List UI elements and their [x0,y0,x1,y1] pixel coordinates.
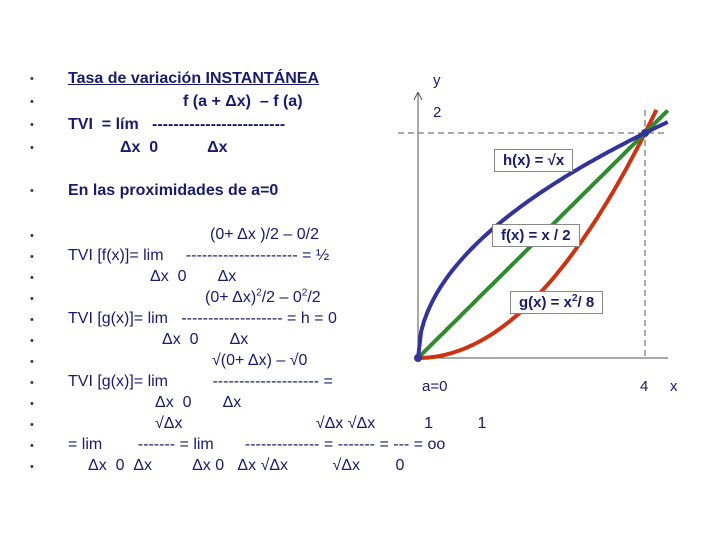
f-curve-label: f(x) = x / 2 [492,224,580,247]
g-limit: Δx 0 Δx [162,331,249,348]
f-limit: Δx 0 Δx [150,268,237,285]
bullet: • [30,293,34,305]
h-curve-label: h(x) = √x [494,149,574,172]
bullet: • [30,440,34,452]
section-heading: En las proximidades de a=0 [68,182,279,199]
h-numerator: √(0+ Δx) – √0 [212,352,308,369]
bullet: • [30,251,34,263]
bullet: • [30,272,34,284]
y-axis-arrow-right [417,91,423,101]
formula-numerator: f (a + Δx) – f (a) [183,93,303,110]
bullet: • [30,419,34,431]
h-step-denominators: Δx 0 Δx Δx 0 Δx √Δx √Δx 0 [88,457,405,474]
origin-point [414,354,422,362]
h-tvi: TVI [g(x)]= lim -------------------- = [68,373,333,390]
bullet: • [30,377,34,389]
bullet: • [30,96,34,108]
formula-limit: Δx 0 Δx [120,139,228,156]
bullet: • [30,230,34,242]
f-numerator: (0+ Δx )/2 – 0/2 [210,226,319,243]
y-tick-2: 2 [433,104,442,121]
h-limit: Δx 0 Δx [155,394,242,411]
x-tick-4: 4 [640,378,649,395]
bullet: • [30,356,34,368]
bullet: • [30,142,34,154]
formula-tvi: TVI = lím ------------------------- [68,116,286,133]
g-numerator: (0+ Δx)2/2 – 02/2 [205,287,321,306]
origin-label: a=0 [422,378,448,395]
y-axis-arrow-left [413,91,419,101]
h-step-numerators: √Δx √Δx √Δx 1 1 [155,415,487,432]
x-axis-label: x [670,378,678,395]
g-curve-label: g(x) = x2/ 8 [510,291,604,314]
bullet: • [30,398,34,410]
bullet: • [30,185,34,197]
intersection-point [641,129,649,137]
bullet: • [30,119,34,131]
slide-title: Tasa de variación INSTANTÁNEA [68,70,320,87]
f-tvi: TVI [f(x)]= lim --------------------- = … [68,247,330,264]
h-step-equation: = lim ------- = lim -------------- = ---… [68,436,446,453]
bullet: • [30,73,34,85]
g-tvi: TVI [g(x)]= lim ------------------- = h … [68,310,337,327]
y-axis-label: y [433,72,441,89]
bullet: • [30,461,34,473]
h-curve [416,120,669,359]
bullet: • [30,314,34,326]
bullet: • [30,335,34,347]
